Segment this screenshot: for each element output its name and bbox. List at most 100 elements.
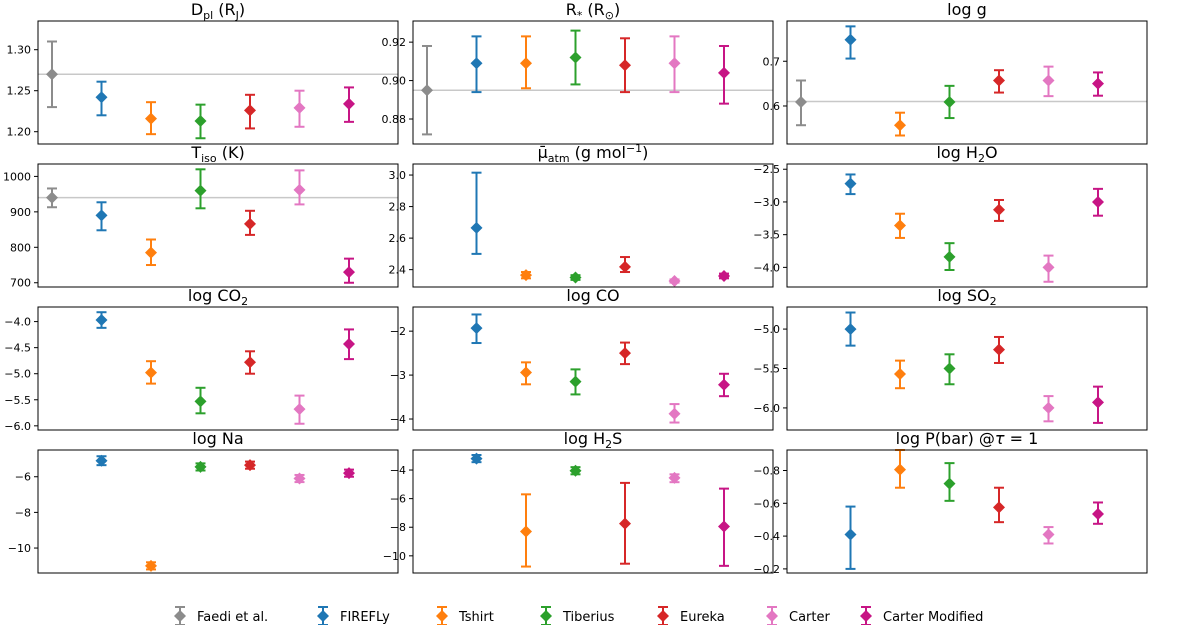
title-greek: τ	[995, 429, 1005, 448]
data-point-tiberius	[943, 242, 956, 271]
legend-marker	[657, 610, 669, 622]
data-point-faedi-et-al-	[421, 44, 433, 136]
subplot-title: log CO	[566, 286, 619, 305]
subplot-2: R* (R⊙) 0.88 0.90 0.92	[382, 0, 774, 145]
legend-item-eureka: Eureka	[657, 606, 725, 625]
axes-frame	[412, 163, 774, 288]
data-point-eureka	[619, 481, 631, 565]
data-point-tiberius	[569, 464, 582, 477]
y-tick-label: −6.0	[4, 420, 31, 433]
data-point-carter-modified	[718, 487, 730, 567]
data-point-tiberius	[569, 271, 582, 284]
diamond-marker	[795, 95, 807, 108]
data-point-tiberius	[194, 168, 207, 210]
data-point-tshirt	[145, 101, 157, 136]
diamond-marker	[668, 407, 681, 420]
diamond-marker	[844, 528, 857, 541]
y-tick-label: −5.5	[4, 394, 31, 407]
legend-label: Tiberius	[562, 610, 615, 625]
data-point-tshirt	[145, 559, 157, 572]
y-tick-label: −4.5	[4, 342, 31, 355]
title-end: )	[642, 143, 648, 162]
y-tick-label: −8	[390, 521, 406, 534]
diamond-marker	[293, 101, 306, 114]
data-point-firefly	[844, 505, 857, 570]
diamond-marker	[993, 343, 1005, 356]
diamond-marker	[194, 460, 207, 473]
data-point-carter-modified	[343, 86, 355, 123]
title-sub: *	[577, 9, 583, 22]
data-point-tshirt	[894, 212, 906, 239]
diamond-marker	[943, 362, 956, 375]
data-point-tshirt	[145, 238, 157, 267]
legend-item-tiberius: Tiberius	[540, 606, 615, 625]
y-tick-label: 0.88	[382, 113, 407, 126]
diamond-marker	[520, 366, 532, 379]
legend-label: Carter	[789, 610, 830, 625]
title-main: log P(bar) @	[896, 429, 995, 448]
diamond-marker	[145, 246, 157, 259]
legend-marker	[766, 610, 778, 622]
data-point-eureka	[619, 341, 631, 366]
data-point-carter-modified	[1092, 187, 1104, 217]
diamond-marker	[343, 97, 355, 110]
data-point-carter	[293, 89, 306, 128]
subplot-title: Dpl (RJ)	[191, 0, 245, 22]
diamond-marker	[894, 219, 906, 232]
diamond-marker	[993, 203, 1005, 216]
diamond-marker	[844, 33, 857, 46]
diamond-marker	[95, 454, 108, 467]
diamond-marker	[619, 517, 631, 530]
y-tick-label: −4	[390, 464, 406, 477]
subplot-1: Dpl (RJ) 1.20 1.25 1.30	[7, 0, 399, 145]
data-point-firefly	[844, 311, 857, 347]
data-point-firefly	[95, 80, 108, 117]
diamond-marker	[520, 269, 532, 282]
data-point-tiberius	[943, 462, 956, 502]
data-point-carter-modified	[1092, 501, 1104, 525]
y-tick-label: −4	[390, 413, 406, 426]
data-point-tshirt	[894, 111, 906, 137]
data-point-eureka	[993, 486, 1005, 524]
diamond-marker	[718, 378, 730, 391]
y-tick-label: −3.0	[753, 196, 780, 209]
diamond-marker	[619, 260, 631, 273]
diamond-marker	[343, 467, 355, 480]
title-sub: pl	[203, 9, 213, 22]
legend-marker	[540, 610, 552, 622]
diamond-marker	[993, 74, 1005, 87]
subplot-title: log SO2	[937, 286, 996, 308]
y-tick-label: −8	[15, 506, 31, 519]
y-tick-label: −4.0	[753, 261, 780, 274]
data-point-faedi-et-al-	[795, 79, 807, 127]
data-point-carter-modified	[718, 44, 730, 105]
y-tick-label: −2	[390, 325, 406, 338]
diamond-marker	[343, 338, 355, 351]
y-tick-label: −6	[15, 471, 31, 484]
diamond-marker	[569, 375, 582, 388]
y-tick-label: 2.6	[389, 232, 407, 245]
title-rest: (K)	[217, 143, 245, 162]
title-rest: (R	[582, 0, 604, 19]
subplot-10: log Na −10 −8 −6	[8, 429, 399, 574]
data-point-carter-modified	[343, 328, 355, 361]
subplot-7: log CO2 −6.0 −5.5 −5.0 −4.5 −4.0	[4, 286, 399, 433]
title-sub: 2	[990, 295, 997, 308]
diamond-marker	[718, 520, 730, 533]
diamond-marker	[470, 452, 483, 465]
diamond-marker	[569, 51, 582, 64]
title-main: D	[191, 0, 203, 19]
diamond-marker	[993, 501, 1005, 514]
diamond-marker	[894, 463, 906, 476]
diamond-marker	[520, 57, 532, 70]
diamond-marker	[943, 95, 956, 108]
data-point-tshirt	[520, 493, 532, 568]
diamond-marker	[244, 104, 256, 117]
title-sub: 2	[978, 152, 985, 165]
diamond-marker	[668, 471, 681, 484]
data-point-firefly	[844, 173, 857, 196]
data-point-firefly	[470, 452, 483, 465]
data-point-tshirt	[145, 360, 157, 385]
diamond-marker	[293, 183, 306, 196]
y-tick-label: −5.0	[4, 368, 31, 381]
